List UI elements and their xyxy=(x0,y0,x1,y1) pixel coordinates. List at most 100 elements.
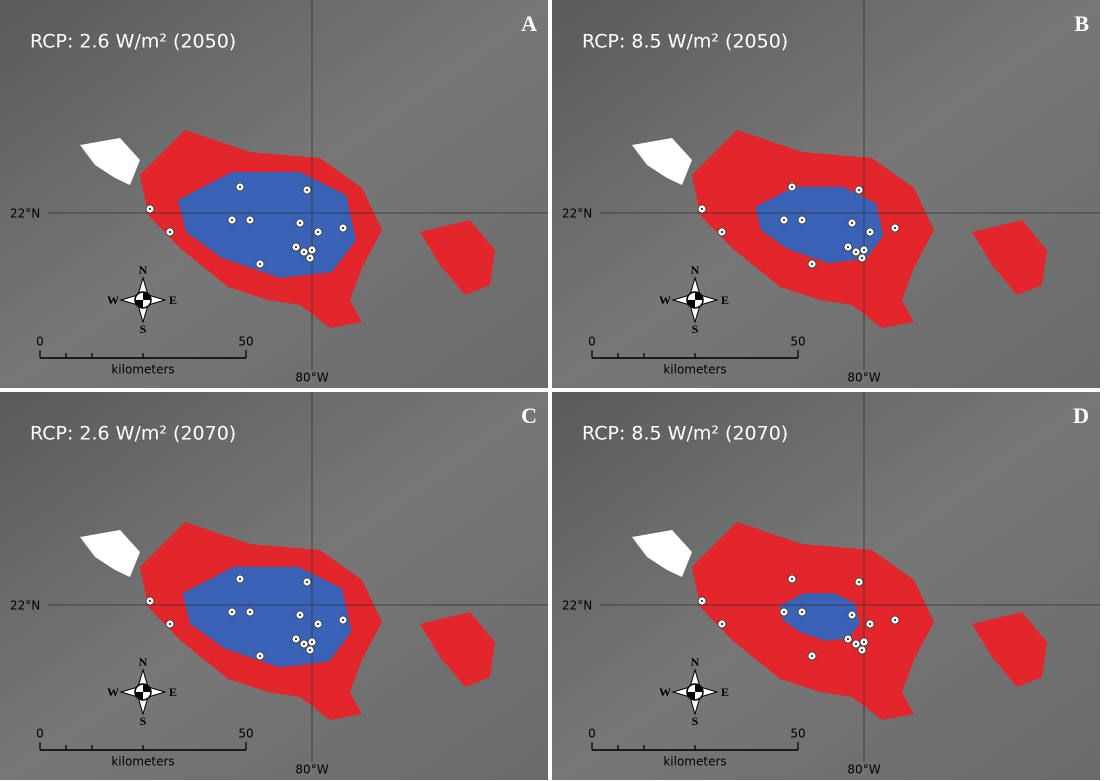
site-dot xyxy=(783,219,785,221)
latitude-label: 22°N xyxy=(562,599,592,613)
site-dot xyxy=(239,186,241,188)
longitude-label: 80°W xyxy=(295,371,328,385)
site-dot xyxy=(783,611,785,613)
panel-letter: A xyxy=(521,11,537,36)
site-dot xyxy=(858,189,860,191)
site-dot xyxy=(801,611,803,613)
site-dot xyxy=(851,614,853,616)
site-dot xyxy=(811,655,813,657)
site-dot xyxy=(863,249,865,251)
site-dot xyxy=(169,231,171,233)
panel-letter: C xyxy=(521,403,537,428)
compass-s: S xyxy=(140,322,147,336)
map-panel: RCP: 2.6 W/m² (2050) A 22°N 80°W N S E W 0 50 kilo… xyxy=(0,0,548,388)
site-dot xyxy=(855,643,857,645)
site-dot xyxy=(309,257,311,259)
site-dot xyxy=(342,619,344,621)
site-dot xyxy=(239,578,241,580)
site-dot xyxy=(311,641,313,643)
site-dot xyxy=(791,186,793,188)
latitude-label: 22°N xyxy=(562,207,592,221)
compass-n: N xyxy=(691,655,700,669)
site-dot xyxy=(861,649,863,651)
compass-w: W xyxy=(107,293,119,307)
site-dot xyxy=(847,246,849,248)
site-dot xyxy=(249,219,251,221)
site-dot xyxy=(303,251,305,253)
site-dot xyxy=(861,257,863,259)
panel-title: RCP: 8.5 W/m² (2050) xyxy=(582,31,788,53)
site-dot xyxy=(721,623,723,625)
longitude-label: 80°W xyxy=(847,371,880,385)
latitude-label: 22°N xyxy=(10,207,40,221)
site-dot xyxy=(299,614,301,616)
compass-n: N xyxy=(691,263,700,277)
site-dot xyxy=(249,611,251,613)
compass-w: W xyxy=(659,685,671,699)
site-dot xyxy=(231,611,233,613)
site-dot xyxy=(259,263,261,265)
scale-start: 0 xyxy=(36,727,44,741)
compass-e: E xyxy=(169,293,177,307)
site-dot xyxy=(311,249,313,251)
site-dot xyxy=(869,623,871,625)
site-dot xyxy=(811,263,813,265)
compass-s: S xyxy=(140,714,147,728)
site-dot xyxy=(869,231,871,233)
site-dot xyxy=(295,638,297,640)
scale-unit: kilometers xyxy=(111,755,174,769)
site-dot xyxy=(851,222,853,224)
compass-w: W xyxy=(659,293,671,307)
site-dot xyxy=(721,231,723,233)
longitude-label: 80°W xyxy=(847,763,880,777)
site-dot xyxy=(342,227,344,229)
longitude-label: 80°W xyxy=(295,763,328,777)
site-dot xyxy=(863,641,865,643)
panel-title: RCP: 2.6 W/m² (2070) xyxy=(30,423,236,445)
site-dot xyxy=(306,189,308,191)
site-dot xyxy=(149,600,151,602)
site-dot xyxy=(169,623,171,625)
compass-n: N xyxy=(139,655,148,669)
scale-end: 50 xyxy=(790,335,805,349)
compass-e: E xyxy=(721,293,729,307)
site-dot xyxy=(306,581,308,583)
site-dot xyxy=(801,219,803,221)
scale-end: 50 xyxy=(238,335,253,349)
site-dot xyxy=(791,578,793,580)
scale-unit: kilometers xyxy=(663,363,726,377)
scale-unit: kilometers xyxy=(663,755,726,769)
compass-e: E xyxy=(721,685,729,699)
scale-start: 0 xyxy=(36,335,44,349)
site-dot xyxy=(299,222,301,224)
map-panel: RCP: 2.6 W/m² (2070) C 22°N 80°W N S E W 0 50 kilo… xyxy=(0,392,548,780)
site-dot xyxy=(701,208,703,210)
compass-s: S xyxy=(692,322,699,336)
scale-end: 50 xyxy=(238,727,253,741)
figure: RCP: 2.6 W/m² (2050) A 22°N 80°W N S E W 0 50 kilo… xyxy=(0,0,1104,781)
scale-start: 0 xyxy=(588,727,596,741)
scale-end: 50 xyxy=(790,727,805,741)
site-dot xyxy=(317,623,319,625)
map-panel: RCP: 8.5 W/m² (2070)D22°N80°WNSEW050kilo… xyxy=(552,392,1100,780)
site-dot xyxy=(231,219,233,221)
site-dot xyxy=(858,581,860,583)
site-dot xyxy=(295,246,297,248)
scale-unit: kilometers xyxy=(111,363,174,377)
compass-w: W xyxy=(107,685,119,699)
site-dot xyxy=(894,619,896,621)
scale-start: 0 xyxy=(588,335,596,349)
compass-n: N xyxy=(139,263,148,277)
site-dot xyxy=(317,231,319,233)
panel-title: RCP: 2.6 W/m² (2050) xyxy=(30,31,236,53)
site-dot xyxy=(259,655,261,657)
site-dot xyxy=(701,600,703,602)
panel-letter: D xyxy=(1073,403,1089,428)
compass-e: E xyxy=(169,685,177,699)
latitude-label: 22°N xyxy=(10,599,40,613)
site-dot xyxy=(303,643,305,645)
site-dot xyxy=(855,251,857,253)
site-dot xyxy=(894,227,896,229)
site-dot xyxy=(309,649,311,651)
